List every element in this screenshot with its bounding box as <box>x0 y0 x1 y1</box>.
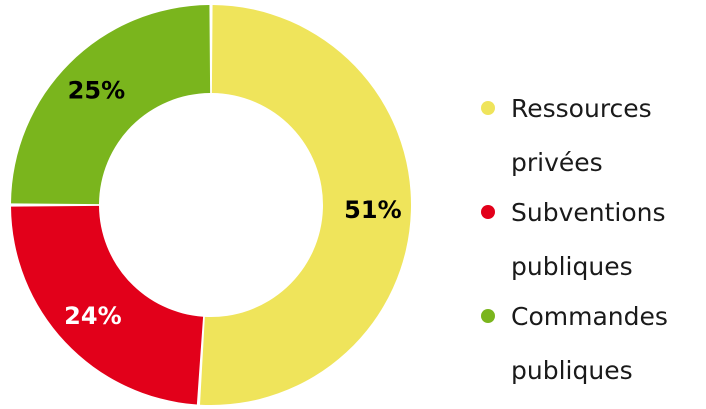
legend-label-line: publiques <box>511 252 633 281</box>
legend-label-ressources-privees: Ressources privées <box>511 82 701 190</box>
donut-chart: 51% 24% 25% <box>11 5 412 406</box>
legend-label-line: Subventions <box>511 198 666 227</box>
donut-slice-ressources-privees <box>200 5 412 406</box>
legend-label-line: Commandes <box>511 302 668 331</box>
legend-label-line: publiques <box>511 356 633 385</box>
legend-swatch-subventions-publiques <box>481 205 495 219</box>
legend-label-line: Ressources <box>511 94 652 123</box>
legend-label-subventions-publiques: Subventions publiques <box>511 186 701 294</box>
donut-slice-subventions-publiques <box>11 205 204 405</box>
slice-value-label-commandes-publiques: 25% <box>68 76 125 104</box>
legend-label-commandes-publiques: Commandes publiques <box>511 290 701 398</box>
slice-value-label-subventions-publiques: 24% <box>64 302 121 330</box>
donut-slices <box>11 5 412 406</box>
slice-value-labels: 51% 24% 25% <box>64 76 401 330</box>
donut-slice-commandes-publiques <box>11 5 211 205</box>
legend-swatch-commandes-publiques <box>481 309 495 323</box>
legend-swatch-ressources-privees <box>481 101 495 115</box>
slice-value-label-ressources-privees: 51% <box>344 196 401 224</box>
legend-label-line: privées <box>511 148 603 177</box>
